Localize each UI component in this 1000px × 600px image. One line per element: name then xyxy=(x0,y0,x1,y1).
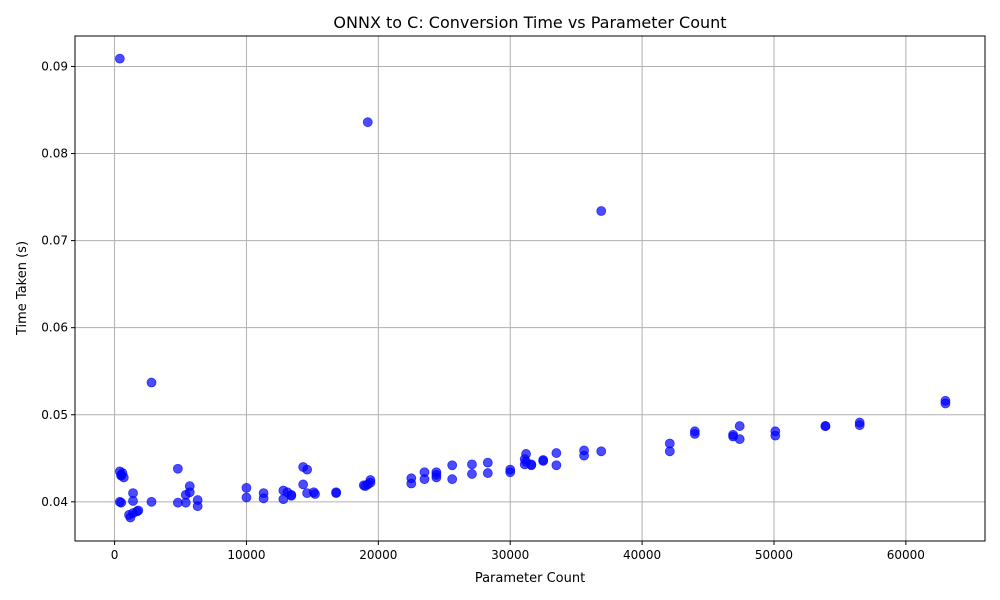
data-point xyxy=(551,460,562,471)
data-point xyxy=(241,492,252,503)
data-point xyxy=(820,421,831,431)
y-tick-label: 0.05 xyxy=(41,408,68,422)
data-point xyxy=(365,477,376,488)
points-layer xyxy=(114,53,951,523)
data-point xyxy=(133,505,144,516)
data-point xyxy=(362,117,373,128)
grid-layer xyxy=(75,36,985,541)
data-point xyxy=(406,478,417,489)
data-point xyxy=(146,377,157,388)
data-point xyxy=(467,459,477,470)
chart-title: ONNX to C: Conversion Time vs Parameter … xyxy=(333,13,726,32)
data-point xyxy=(505,467,516,478)
data-point xyxy=(241,482,252,493)
data-point xyxy=(298,479,309,490)
x-tick-label: 0 xyxy=(111,548,119,562)
data-point xyxy=(184,487,195,498)
data-point xyxy=(770,430,781,441)
data-point xyxy=(431,472,442,483)
data-point xyxy=(551,448,562,458)
x-tick-label: 60000 xyxy=(887,548,925,562)
data-point xyxy=(482,457,493,468)
data-point xyxy=(114,53,125,64)
data-point xyxy=(419,474,430,485)
data-point xyxy=(302,464,313,475)
data-point xyxy=(526,460,537,471)
data-point xyxy=(596,206,607,216)
data-point xyxy=(447,474,458,485)
data-point xyxy=(596,446,607,457)
data-point xyxy=(579,450,589,461)
y-tick-label: 0.07 xyxy=(41,234,68,248)
x-tick-label: 20000 xyxy=(359,548,397,562)
data-point xyxy=(331,488,342,499)
y-tick-label: 0.04 xyxy=(41,495,68,509)
data-point xyxy=(192,501,203,512)
y-tick-label: 0.09 xyxy=(41,59,68,73)
data-point xyxy=(180,497,191,508)
ticks-layer: 0 10000 20000 30000 40000 50000 60000 0.04 0.05 0… xyxy=(41,59,925,562)
data-point xyxy=(940,398,951,409)
x-tick-label: 40000 xyxy=(623,548,661,562)
y-axis-label: Time Taken (s) xyxy=(15,241,30,336)
data-point xyxy=(854,420,865,431)
x-axis-label: Parameter Count xyxy=(475,571,585,586)
x-tick-label: 50000 xyxy=(755,548,793,562)
data-point xyxy=(734,421,745,431)
data-point xyxy=(286,490,297,501)
y-tick-label: 0.06 xyxy=(41,321,68,335)
data-point xyxy=(310,489,320,499)
data-point xyxy=(116,497,127,508)
data-point xyxy=(482,468,493,478)
data-point xyxy=(664,446,675,457)
data-point xyxy=(447,460,458,471)
data-point xyxy=(172,463,183,474)
data-point xyxy=(467,469,477,479)
data-point xyxy=(118,472,129,483)
x-tick-label: 30000 xyxy=(491,548,529,562)
data-point xyxy=(258,493,269,504)
y-tick-label: 0.08 xyxy=(41,147,68,161)
data-point xyxy=(146,496,157,507)
data-point xyxy=(689,429,700,439)
data-point xyxy=(128,496,138,506)
plot-frame xyxy=(74,35,986,542)
data-point xyxy=(538,455,549,466)
x-tick-label: 10000 xyxy=(227,548,265,562)
data-point xyxy=(734,434,745,445)
